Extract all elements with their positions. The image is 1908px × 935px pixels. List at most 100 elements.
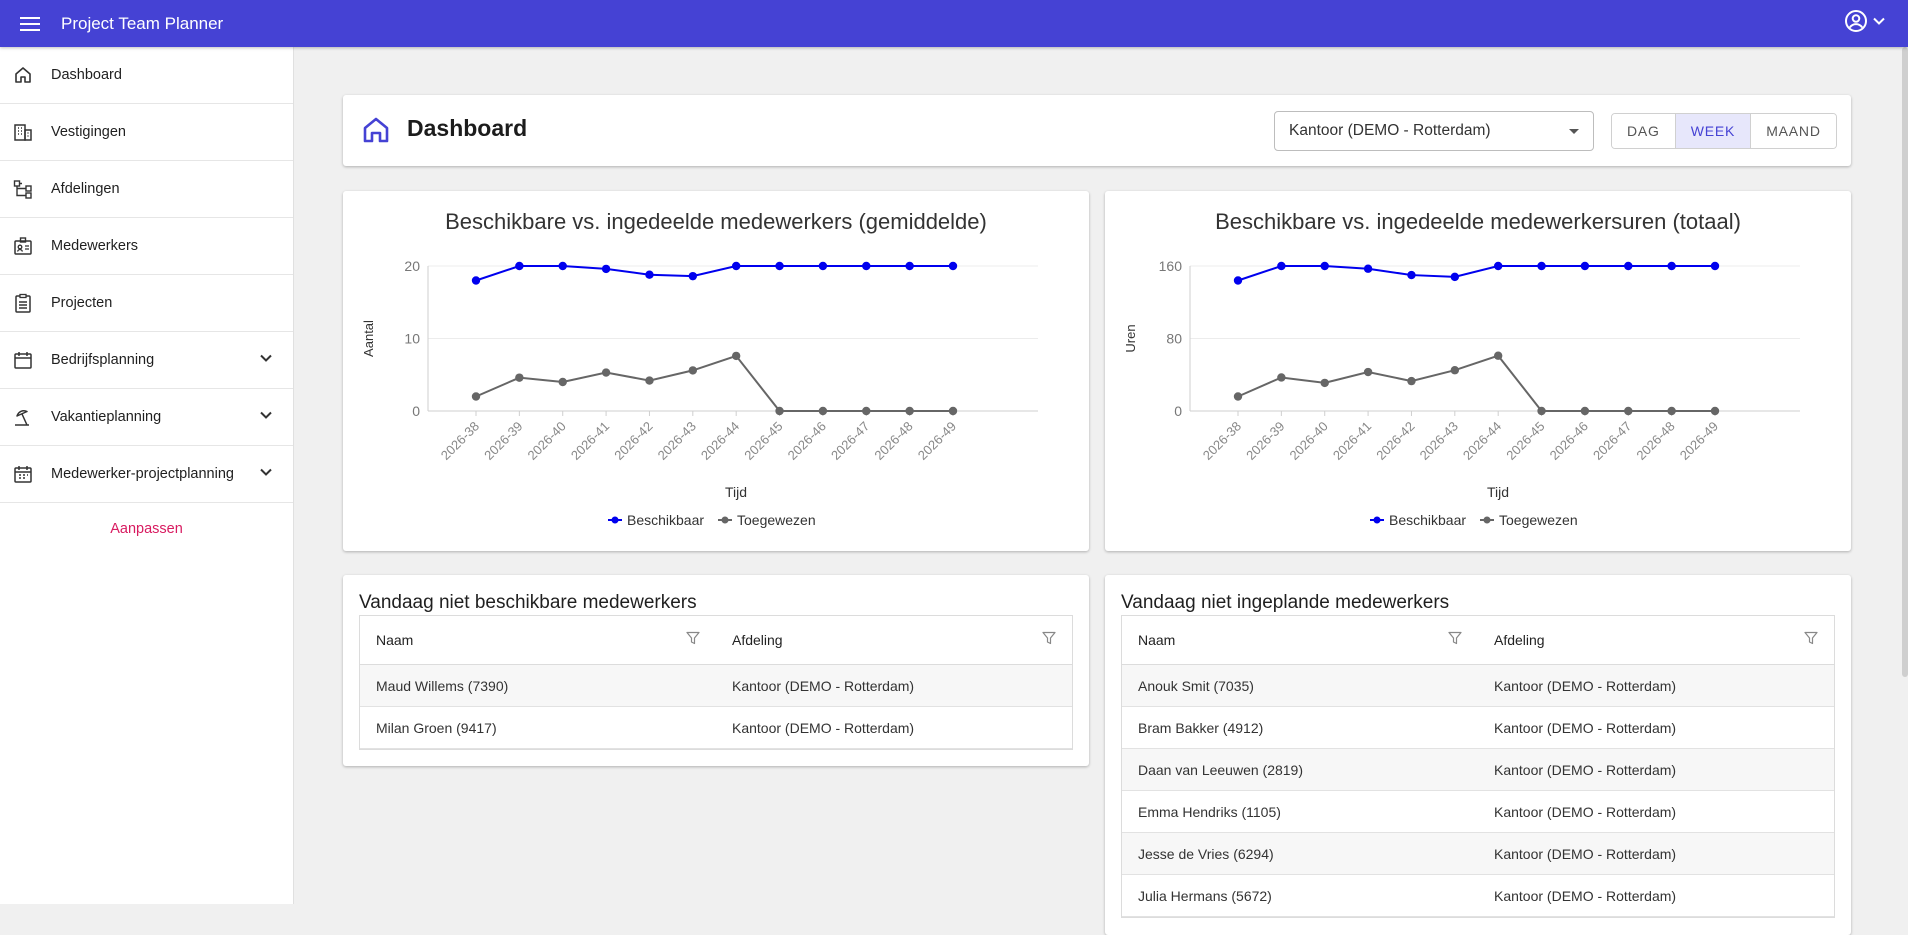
y-axis-label: Aantal xyxy=(361,320,376,357)
unplanned-employees-card: Vandaag niet ingeplande medewerkers Naam… xyxy=(1105,575,1851,935)
x-axis-label: Tijd xyxy=(725,484,747,500)
table-row[interactable]: Bram Bakker (4912) Kantoor (DEMO - Rotte… xyxy=(1122,707,1834,749)
y-tick-label: 10 xyxy=(404,331,420,347)
x-tick-label: 2026-42 xyxy=(1373,419,1417,463)
legend-marker xyxy=(1373,516,1381,524)
data-point-toegewezen xyxy=(1363,367,1373,377)
filter-icon[interactable] xyxy=(1042,631,1056,648)
badge-icon xyxy=(12,235,34,257)
legend-marker xyxy=(721,516,729,524)
data-point-toegewezen xyxy=(731,351,741,361)
data-point-toegewezen xyxy=(1580,406,1590,416)
cell-afdeling: Kantoor (DEMO - Rotterdam) xyxy=(1494,761,1677,778)
cell-naam: Jesse de Vries (6294) xyxy=(1138,845,1274,862)
legend-label: Beschikbaar xyxy=(1389,512,1466,528)
column-header-naam[interactable]: Naam xyxy=(360,616,716,664)
account-menu[interactable] xyxy=(1844,9,1886,38)
chevron-down-icon[interactable] xyxy=(259,465,273,484)
sidebar-item-afdelingen[interactable]: Afdelingen xyxy=(0,161,293,218)
filter-icon[interactable] xyxy=(1448,631,1462,648)
table-row[interactable]: Daan van Leeuwen (2819) Kantoor (DEMO - … xyxy=(1122,749,1834,791)
period-day-button[interactable]: DAG xyxy=(1612,114,1676,148)
data-point-beschikbaar xyxy=(1363,264,1373,273)
x-tick-label: 2026-44 xyxy=(1460,419,1504,463)
table-row[interactable]: Julia Hermans (5672) Kantoor (DEMO - Rot… xyxy=(1122,875,1834,917)
page-header: Dashboard Kantoor (DEMO - Rotterdam) DAG… xyxy=(343,95,1851,166)
app-bar: Project Team Planner xyxy=(0,0,1908,47)
y-tick-label: 80 xyxy=(1166,331,1182,347)
unavailable-table: Naam Afdeling Maud Willems (7390) Kantoo… xyxy=(359,615,1073,750)
sidebar-item-bedrijfsplanning[interactable]: Bedrijfsplanning xyxy=(0,332,293,389)
cell-afdeling: Kantoor (DEMO - Rotterdam) xyxy=(732,677,915,694)
table-row[interactable]: Emma Hendriks (1105) Kantoor (DEMO - Rot… xyxy=(1122,791,1834,833)
sidebar-item-dashboard[interactable]: Dashboard xyxy=(0,47,293,104)
x-tick-label: 2026-38 xyxy=(438,419,482,463)
y-tick-label: 0 xyxy=(1174,403,1182,419)
sidebar-item-label: Medewerker-projectplanning xyxy=(51,466,234,482)
data-point-toegewezen xyxy=(1233,392,1243,401)
employees-line-chart: Beschikbare vs. ingedeelde medewerkers (… xyxy=(361,209,1038,528)
data-point-toegewezen xyxy=(688,366,698,375)
table-row[interactable]: Maud Willems (7390) Kantoor (DEMO - Rott… xyxy=(360,665,1072,707)
chart-card-hours: Beschikbare vs. ingedeelde medewerkersur… xyxy=(1105,191,1851,551)
data-point-beschikbaar xyxy=(862,261,871,271)
table-row[interactable]: Anouk Smit (7035) Kantoor (DEMO - Rotter… xyxy=(1122,665,1834,707)
chevron-down-icon[interactable] xyxy=(259,408,273,427)
account-circle-icon xyxy=(1844,9,1868,38)
data-point-toegewezen xyxy=(471,392,481,401)
sidebar-item-vestigingen[interactable]: Vestigingen xyxy=(0,104,293,161)
column-header-afdeling[interactable]: Afdeling xyxy=(716,616,1072,664)
chart-title: Beschikbare vs. ingedeelde medewerkersur… xyxy=(1215,209,1741,234)
sidebar-item-medewerkers[interactable]: Medewerkers xyxy=(0,218,293,275)
x-tick-label: 2026-40 xyxy=(524,419,568,463)
data-point-toegewezen xyxy=(862,406,871,416)
sidebar-item-medewerker-projectplanning[interactable]: Medewerker-projectplanning xyxy=(0,446,293,503)
x-tick-label: 2026-40 xyxy=(1286,419,1330,463)
table-row[interactable]: Milan Groen (9417) Kantoor (DEMO - Rotte… xyxy=(360,707,1072,749)
sidebar-item-projecten[interactable]: Projecten xyxy=(0,275,293,332)
cell-naam: Emma Hendriks (1105) xyxy=(1138,803,1281,820)
data-point-toegewezen xyxy=(948,406,958,416)
data-point-beschikbaar xyxy=(515,261,524,271)
table-row[interactable]: Jesse de Vries (6294) Kantoor (DEMO - Ro… xyxy=(1122,833,1834,875)
column-label: Naam xyxy=(1138,632,1176,648)
table-header: Naam Afdeling xyxy=(1122,616,1834,665)
cell-afdeling: Kantoor (DEMO - Rotterdam) xyxy=(1494,719,1677,736)
data-point-beschikbaar xyxy=(601,264,611,274)
page-scrollbar[interactable] xyxy=(1902,47,1908,677)
data-point-toegewezen xyxy=(1407,376,1416,386)
column-header-naam[interactable]: Naam xyxy=(1122,616,1478,664)
data-point-beschikbaar xyxy=(1407,270,1416,280)
x-tick-label: 2026-47 xyxy=(1590,419,1634,463)
x-tick-label: 2026-47 xyxy=(828,419,872,463)
sidebar: Dashboard Vestigingen Afdelingen Medewer… xyxy=(0,47,294,904)
column-header-afdeling[interactable]: Afdeling xyxy=(1478,616,1834,664)
data-point-toegewezen xyxy=(905,406,914,416)
customize-link[interactable]: Aanpassen xyxy=(110,521,183,537)
sidebar-item-vakantieplanning[interactable]: Vakantieplanning xyxy=(0,389,293,446)
data-point-toegewezen xyxy=(1320,378,1329,388)
data-point-beschikbaar xyxy=(558,261,567,271)
filter-icon[interactable] xyxy=(1804,631,1818,648)
data-point-toegewezen xyxy=(1710,406,1720,416)
building-icon xyxy=(12,121,34,143)
data-point-beschikbaar xyxy=(1624,261,1633,271)
data-point-toegewezen xyxy=(1277,373,1286,382)
period-month-button[interactable]: MAAND xyxy=(1751,114,1836,148)
office-select[interactable]: Kantoor (DEMO - Rotterdam) xyxy=(1274,111,1594,151)
legend-marker xyxy=(611,516,619,524)
app-title: Project Team Planner xyxy=(61,13,224,33)
menu-icon[interactable] xyxy=(10,4,50,44)
x-tick-label: 2026-39 xyxy=(481,419,525,463)
cell-afdeling: Kantoor (DEMO - Rotterdam) xyxy=(732,719,915,736)
data-point-toegewezen xyxy=(818,406,828,416)
x-tick-label: 2026-41 xyxy=(1330,419,1374,463)
sidebar-item-label: Vestigingen xyxy=(51,124,126,140)
y-axis-label: Uren xyxy=(1123,324,1138,352)
period-week-button[interactable]: WEEK xyxy=(1675,114,1752,148)
x-tick-label: 2026-43 xyxy=(1417,419,1461,463)
chevron-down-icon[interactable] xyxy=(259,351,273,370)
column-label: Afdeling xyxy=(732,632,783,648)
filter-icon[interactable] xyxy=(686,631,700,648)
data-point-beschikbaar xyxy=(948,261,958,271)
